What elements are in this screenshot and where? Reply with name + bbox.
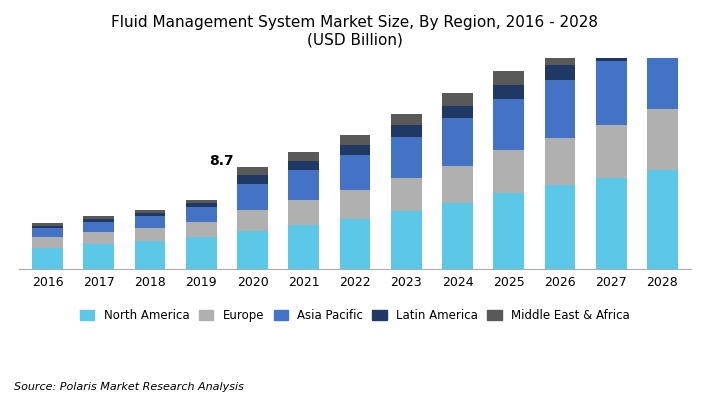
Bar — [493, 99, 524, 151]
Bar — [493, 71, 524, 85]
Text: Source: Polaris Market Research Analysis: Source: Polaris Market Research Analysis — [14, 382, 244, 392]
Bar — [391, 125, 422, 137]
Bar — [339, 155, 371, 190]
Bar — [135, 228, 165, 242]
Bar — [32, 247, 63, 269]
Bar — [288, 152, 319, 161]
Title: Fluid Management System Market Size, By Region, 2016 - 2028
(USD Billion): Fluid Management System Market Size, By … — [111, 15, 599, 47]
Bar — [186, 222, 217, 237]
Bar — [83, 245, 114, 269]
Bar — [596, 44, 627, 61]
Bar — [135, 210, 165, 213]
Bar — [237, 210, 268, 231]
Bar — [391, 211, 422, 269]
Bar — [545, 80, 575, 138]
Bar — [391, 178, 422, 211]
Bar — [83, 232, 114, 245]
Bar — [339, 190, 371, 219]
Bar — [442, 119, 473, 165]
Bar — [288, 170, 319, 201]
Bar — [442, 165, 473, 203]
Bar — [83, 222, 114, 232]
Bar — [83, 219, 114, 222]
Bar — [596, 27, 627, 44]
Bar — [596, 125, 627, 178]
Bar — [135, 242, 165, 269]
Bar — [32, 223, 63, 225]
Bar — [647, 38, 678, 110]
Bar — [391, 137, 422, 178]
Bar — [545, 65, 575, 80]
Bar — [647, 110, 678, 170]
Bar — [186, 200, 217, 203]
Bar — [237, 167, 268, 175]
Bar — [339, 135, 371, 145]
Bar — [135, 213, 165, 216]
Bar — [545, 50, 575, 65]
Bar — [596, 178, 627, 269]
Bar — [545, 138, 575, 185]
Bar — [647, 20, 678, 38]
Bar — [237, 231, 268, 269]
Bar — [237, 175, 268, 184]
Bar — [32, 237, 63, 247]
Bar — [442, 106, 473, 119]
Bar — [442, 93, 473, 106]
Bar — [288, 161, 319, 170]
Bar — [339, 145, 371, 155]
Bar — [186, 237, 217, 269]
Bar — [83, 216, 114, 219]
Bar — [186, 203, 217, 206]
Bar — [135, 216, 165, 228]
Bar — [647, 170, 678, 269]
Bar — [391, 114, 422, 125]
Bar — [237, 184, 268, 210]
Bar — [647, 2, 678, 20]
Legend: North America, Europe, Asia Pacific, Latin America, Middle East & Africa: North America, Europe, Asia Pacific, Lat… — [75, 304, 635, 327]
Bar — [442, 203, 473, 269]
Bar — [493, 151, 524, 193]
Bar — [288, 201, 319, 225]
Bar — [288, 225, 319, 269]
Text: 8.7: 8.7 — [209, 154, 234, 168]
Bar — [32, 228, 63, 237]
Bar — [493, 85, 524, 99]
Bar — [545, 185, 575, 269]
Bar — [186, 206, 217, 222]
Bar — [493, 193, 524, 269]
Bar — [596, 61, 627, 125]
Bar — [339, 219, 371, 269]
Bar — [32, 225, 63, 228]
